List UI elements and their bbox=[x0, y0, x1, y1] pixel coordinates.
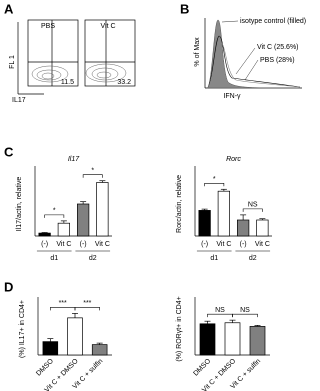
axis-label: Rorc/actin, relative bbox=[176, 175, 183, 233]
quadrant-value: 11.5 bbox=[61, 79, 74, 86]
legend-entry: Vit C (25.6%) bbox=[257, 44, 299, 51]
bar bbox=[42, 341, 59, 356]
significance-bracket bbox=[50, 307, 76, 311]
x-tick-label: Vit C bbox=[255, 241, 270, 248]
significance-label: * bbox=[53, 208, 56, 215]
significance-bracket bbox=[242, 208, 263, 212]
panel-label: A bbox=[4, 1, 14, 16]
axis-label: IFN-γ bbox=[223, 93, 241, 100]
axis-label: FL 1 bbox=[9, 55, 16, 69]
bar bbox=[256, 219, 269, 237]
legend-entry: isotype control (filled) bbox=[240, 18, 306, 25]
chart-title: Il17 bbox=[68, 156, 80, 163]
plot-title: Vit C bbox=[100, 23, 115, 30]
panel-label: D bbox=[4, 279, 13, 294]
axis-label: (%) RORγt+ in CD4+ bbox=[176, 296, 183, 361]
bar bbox=[199, 323, 216, 356]
axis-label: IL17 bbox=[12, 97, 26, 104]
x-tick-label: Vit C bbox=[216, 241, 231, 248]
x-tick-label: DMSO bbox=[192, 357, 212, 377]
group-label: d1 bbox=[210, 255, 218, 262]
group-label: d2 bbox=[249, 255, 257, 262]
chart-title: Rorc bbox=[226, 156, 241, 163]
significance-label: *** bbox=[83, 300, 91, 307]
significance-label: * bbox=[91, 168, 94, 175]
significance-label: *** bbox=[59, 300, 67, 307]
panel-label: C bbox=[4, 144, 14, 159]
bar bbox=[237, 219, 250, 237]
bar bbox=[198, 210, 211, 237]
significance-bracket bbox=[204, 182, 225, 187]
x-tick-label: (-) bbox=[80, 241, 87, 248]
bar bbox=[38, 232, 51, 237]
bar bbox=[249, 326, 266, 356]
plot-title: PBS bbox=[41, 23, 55, 30]
significance-bracket bbox=[44, 214, 65, 218]
axis-label: % of Max bbox=[194, 37, 201, 67]
group-label: d2 bbox=[89, 255, 97, 262]
panel-label: B bbox=[180, 1, 189, 16]
histogram bbox=[204, 18, 302, 89]
x-tick-label: (-) bbox=[240, 241, 247, 248]
significance-bracket bbox=[232, 313, 258, 318]
bar bbox=[224, 322, 241, 356]
bar bbox=[217, 190, 231, 237]
bar bbox=[91, 344, 108, 356]
x-tick-label: Vit C bbox=[95, 241, 110, 248]
flow-plots bbox=[17, 19, 136, 95]
significance-label: NS bbox=[215, 307, 225, 314]
significance-label: NS bbox=[240, 307, 250, 314]
x-tick-label: DMSO bbox=[35, 357, 55, 377]
bar bbox=[67, 317, 83, 356]
x-tick-label: (-) bbox=[201, 241, 208, 248]
axis-label: (%) IL17+ in CD4+ bbox=[19, 300, 26, 358]
quadrant-value: 33.2 bbox=[117, 79, 131, 86]
significance-bracket bbox=[82, 174, 103, 178]
bar bbox=[76, 203, 90, 237]
legend-entry: PBS (28%) bbox=[260, 57, 295, 64]
significance-label: NS bbox=[248, 202, 258, 209]
group-label: d1 bbox=[50, 255, 58, 262]
x-tick-label: (-) bbox=[41, 241, 48, 248]
x-tick-label: Vit C bbox=[56, 241, 71, 248]
axis-label: Il17/actin, relative bbox=[16, 177, 23, 232]
bar bbox=[57, 222, 70, 237]
significance-label: * bbox=[213, 176, 216, 183]
significance-bracket bbox=[74, 307, 100, 311]
significance-bracket bbox=[207, 313, 233, 318]
bar bbox=[96, 182, 109, 237]
